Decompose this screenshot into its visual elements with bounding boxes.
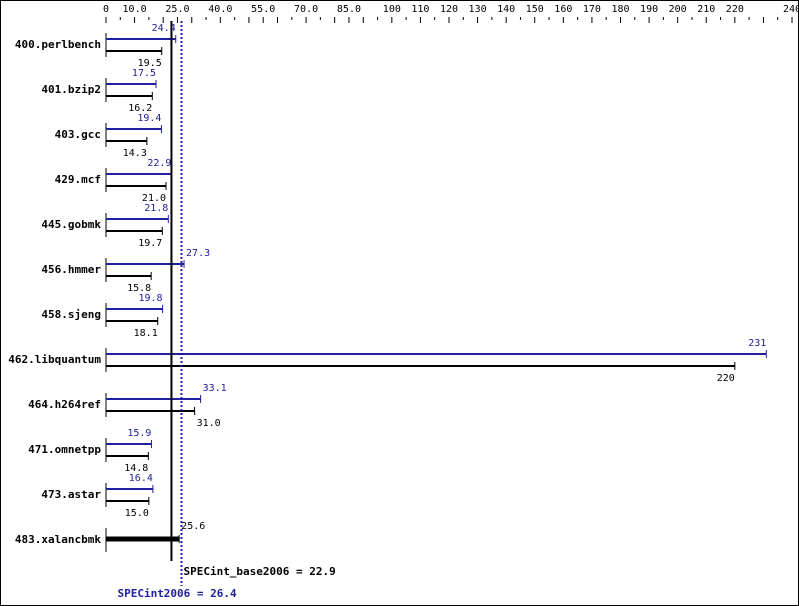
- base-value-label: 31.0: [197, 418, 221, 429]
- axis-tick-label: 180: [611, 4, 629, 15]
- axis-tick-label: 120: [440, 4, 458, 15]
- peak-value-label: 21.8: [144, 203, 168, 214]
- axis-tick-label: 210: [697, 4, 715, 15]
- axis-tick-label: 170: [583, 4, 601, 15]
- axis-tick-label: 85.0: [337, 4, 361, 15]
- axis-tick-label: 240: [783, 4, 798, 15]
- benchmark-label: 401.bzip2: [41, 83, 101, 96]
- axis-tick-label: 40.0: [208, 4, 232, 15]
- base-value-label: 15.0: [125, 508, 149, 519]
- benchmark-label: 462.libquantum: [8, 353, 101, 366]
- axis-tick-label: 110: [411, 4, 429, 15]
- peak-mean-label: SPECint2006 = 26.4: [117, 587, 237, 600]
- base-value-label: 16.2: [128, 103, 152, 114]
- benchmark-label: 483.xalancbmk: [15, 533, 101, 546]
- axis-tick-label: 150: [526, 4, 544, 15]
- peak-value-label: 24.4: [152, 23, 176, 34]
- benchmark-label: 458.sjeng: [41, 308, 101, 321]
- peak-value-label: 17.5: [132, 68, 156, 79]
- axis-tick-label: 0: [103, 4, 109, 15]
- benchmark-label: 471.omnetpp: [28, 443, 101, 456]
- base-value-label: 14.8: [124, 463, 148, 474]
- benchmark-label: 429.mcf: [55, 173, 101, 186]
- peak-value-label: 15.9: [127, 428, 151, 439]
- axis-tick-label: 130: [469, 4, 487, 15]
- peak-value-label: 22.9: [147, 158, 171, 169]
- axis-tick-label: 10.0: [123, 4, 147, 15]
- base-mean-label: SPECint_base2006 = 22.9: [183, 565, 335, 578]
- axis-tick-label: 70.0: [294, 4, 318, 15]
- peak-value-label: 33.1: [203, 383, 227, 394]
- benchmark-label: 456.hmmer: [41, 263, 101, 276]
- peak-value-label: 27.3: [186, 248, 210, 259]
- axis-tick-label: 55.0: [251, 4, 275, 15]
- base-value-label: 19.7: [138, 238, 162, 249]
- base-value-label: 19.5: [138, 58, 162, 69]
- axis-tick-label: 25.0: [165, 4, 189, 15]
- axis-tick-label: 200: [669, 4, 687, 15]
- benchmark-label: 403.gcc: [55, 128, 101, 141]
- axis-tick-label: 100: [383, 4, 401, 15]
- peak-value-label: 19.4: [137, 113, 161, 124]
- base-value-label: 18.1: [134, 328, 158, 339]
- axis-tick-label: 220: [726, 4, 744, 15]
- benchmark-label: 464.h264ref: [28, 398, 101, 411]
- base-value-label: 21.0: [142, 193, 166, 204]
- peak-value-label: 231: [748, 338, 766, 349]
- axis-tick-label: 140: [497, 4, 515, 15]
- axis-tick-label: 190: [640, 4, 658, 15]
- benchmark-label: 400.perlbench: [15, 38, 101, 51]
- benchmark-label: 473.astar: [41, 488, 101, 501]
- base-value-label: 14.3: [123, 148, 147, 159]
- base-value-label: 25.6: [181, 521, 205, 532]
- base-value-label: 15.8: [127, 283, 151, 294]
- benchmark-label: 445.gobmk: [41, 218, 101, 231]
- peak-value-label: 16.4: [129, 473, 153, 484]
- peak-value-label: 19.8: [139, 293, 163, 304]
- base-value-label: 220: [717, 373, 735, 384]
- axis-tick-label: 160: [554, 4, 572, 15]
